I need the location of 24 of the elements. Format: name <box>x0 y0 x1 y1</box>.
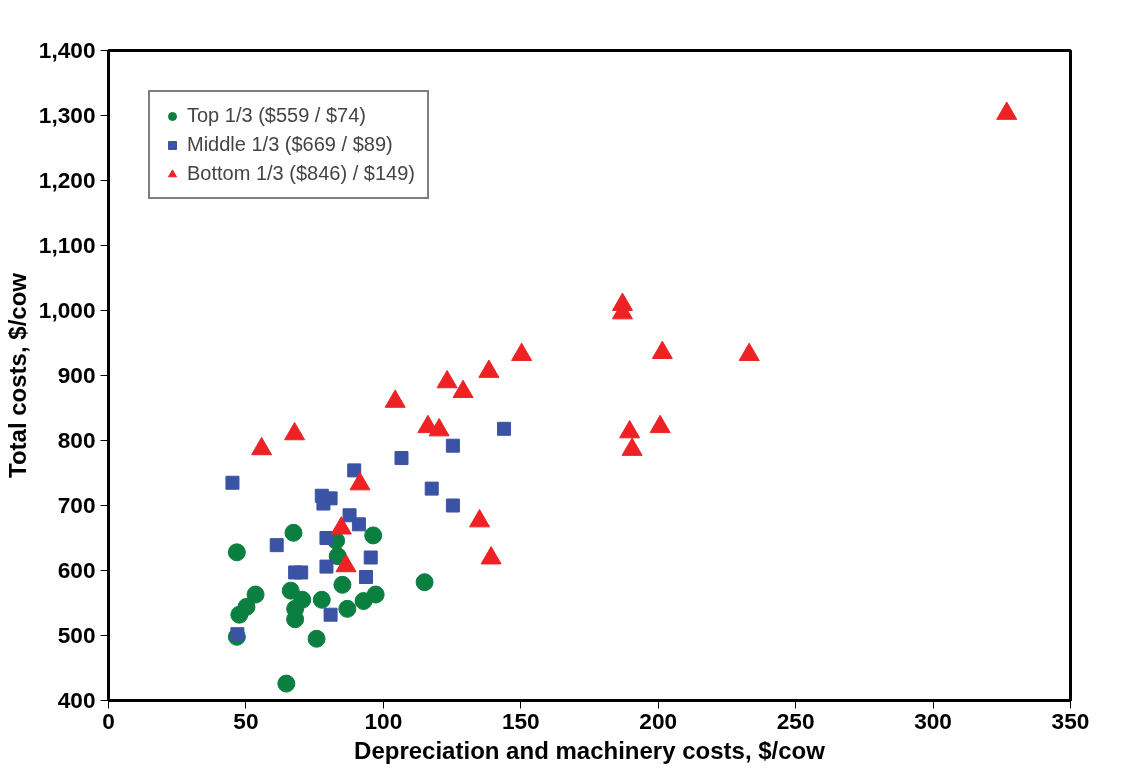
x-tick-label: 350 <box>1051 707 1090 734</box>
x-tick-label: 200 <box>639 707 678 734</box>
y-tick-label: 1,200 <box>38 167 96 193</box>
x-tick-label: 150 <box>501 707 540 734</box>
x-tick-label: 0 <box>102 707 115 734</box>
y-tick-label: 1,400 <box>38 37 96 63</box>
y-tick-label: 800 <box>57 427 96 453</box>
y-tick-label: 400 <box>57 687 96 713</box>
y-tick-label: 1,000 <box>38 297 96 323</box>
x-tick-label: 300 <box>914 707 952 734</box>
x-tick-label: 250 <box>776 707 815 734</box>
y-tick-label: 700 <box>57 492 96 518</box>
legend-label: Top 1/3 ($559 / $74) <box>187 104 367 127</box>
y-tick-label: 600 <box>57 557 96 583</box>
x-tick-label: 50 <box>233 707 259 734</box>
y-tick-label: 1,100 <box>38 232 96 258</box>
y-tick-label: 500 <box>57 622 96 648</box>
x-tick-label: 100 <box>364 707 403 734</box>
y-tick-label: 1,300 <box>38 102 96 128</box>
y-tick-label: 900 <box>57 362 96 388</box>
y-axis-title: Total costs, $/cow <box>3 272 31 478</box>
legend-label: Bottom 1/3 ($846) / $149) <box>187 162 415 185</box>
x-axis-title: Depreciation and machinery costs, $/cow <box>354 736 826 764</box>
legend-label: Middle 1/3 ($669 / $89) <box>187 133 393 156</box>
